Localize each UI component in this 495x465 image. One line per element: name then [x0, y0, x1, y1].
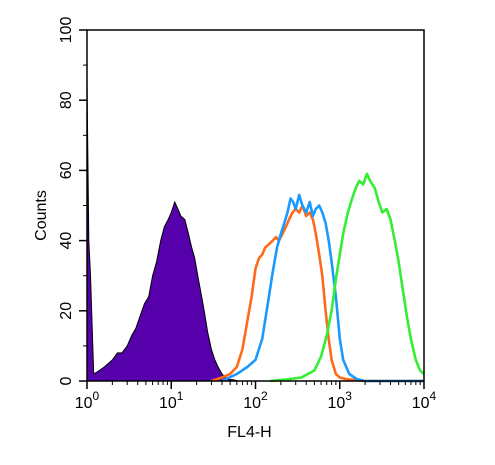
x-tick-label: 102 [243, 389, 268, 412]
x-tick-label: 101 [159, 389, 184, 412]
y-tick-label: 100 [58, 17, 75, 44]
y-axis-title: Counts [33, 190, 50, 241]
histogram-series-4 [270, 172, 425, 383]
y-tick-label: 0 [58, 376, 75, 385]
series-layer [86, 82, 425, 383]
x-axis-title: FL4-H [227, 424, 271, 441]
y-tick-label: 20 [58, 302, 75, 320]
y-tick-label: 60 [58, 161, 75, 179]
x-tick-label: 103 [328, 389, 353, 412]
x-tick-label: 100 [75, 389, 100, 412]
x-axis-ticks: 100 101 102 103 104 [75, 381, 437, 412]
y-tick-label: 80 [58, 91, 75, 109]
histogram-series-3 [221, 193, 424, 383]
histogram-series-1 [86, 82, 248, 382]
y-axis-ticks: 0 20 40 60 80 100 [58, 17, 87, 385]
x-tick-label: 104 [412, 389, 437, 412]
histogram-series-2 [210, 204, 424, 383]
y-tick-label: 40 [58, 232, 75, 250]
